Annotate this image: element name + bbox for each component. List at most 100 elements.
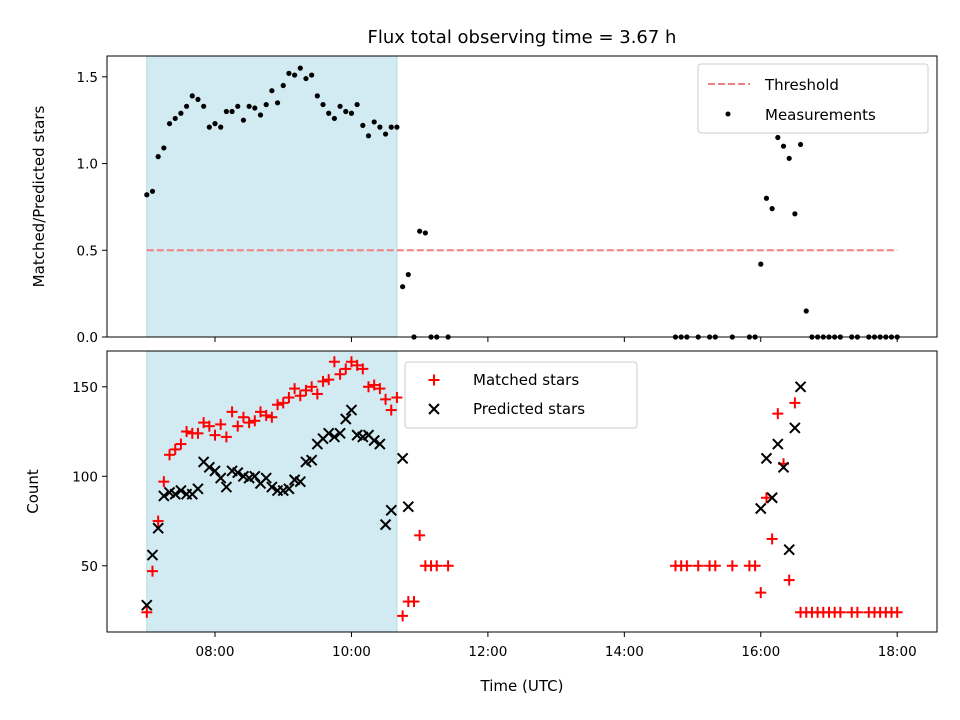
predicted-star-point [760,452,773,465]
predicted-star-point [169,488,181,500]
predicted-star-point [266,481,278,493]
measurement-point [400,284,406,290]
matched-star-point [249,415,261,427]
matched-star-point [146,565,158,577]
top-legend: Threshold Measurements [697,63,929,134]
measurement-point [360,122,366,128]
bottom-legend-box [404,361,638,429]
legend-matched-stars-swatch [428,374,440,386]
matched-star-point [692,560,704,572]
matched-star-point [272,399,284,411]
predicted-star-point [368,434,380,447]
measurement-point [149,188,156,194]
measurement-point [206,124,212,130]
predicted-star-point [794,381,807,393]
bottom-y-tick-label: 100 [72,469,98,485]
predicted-star-point [260,472,272,484]
matched-star-point [169,443,181,455]
x-tick-label: 14:00 [605,644,644,660]
x-tick-label: 16:00 [741,644,780,660]
top-legend-box [697,63,929,134]
predicted-star-point [175,484,187,497]
predicted-stars-points-layer [141,381,807,611]
measurement-point [377,124,383,130]
predicted-star-point [328,431,341,443]
predicted-star-point [214,472,227,484]
predicted-star-point [232,466,244,479]
predicted-star-point [340,413,352,425]
legend-measurements-swatch [725,111,731,117]
matched-star-point [891,606,903,618]
matched-star-point [306,381,318,393]
matched-star-point [232,420,244,432]
matched-star-point [158,476,170,488]
matched-star-point [141,606,153,618]
bottom-plot-frame [106,350,938,633]
predicted-star-point [766,492,778,504]
predicted-star-point [141,599,153,611]
predicted-star-point [203,461,216,474]
legend-matched-stars-label: Matched stars [473,371,579,389]
matched-star-point [408,596,420,608]
legend-plus-marker [428,374,440,386]
matched-star-point [294,390,306,402]
measurement-point [769,206,775,212]
predicted-star-point [209,465,221,477]
x-tick-label: 12:00 [468,644,507,660]
measurement-point [422,230,428,236]
predicted-star-point [402,501,415,513]
matched-star-point [323,374,335,386]
matched-star-point [789,397,801,409]
predicted-star-point [158,490,170,502]
measurement-point [269,88,275,94]
bottom-y-axis-label: Count [24,469,42,514]
matched-star-point [289,383,301,395]
top-y-ticks: 0.0 0.5 1.0 1.5 [77,70,107,346]
matched-star-point [345,356,357,368]
measurement-point [309,72,315,78]
measurement-point [240,117,247,123]
top-y-tick-label: 0.0 [77,330,98,346]
matched-star-point [266,411,278,423]
matched-star-point [380,393,392,405]
x-tick-label: 10:00 [332,644,371,660]
measurement-point [235,103,241,109]
top-y-tick-label: 1.5 [77,70,98,86]
matched-star-point [772,408,784,420]
matched-star-point [283,392,295,404]
matched-star-point [243,417,255,429]
predicted-star-point [345,404,358,416]
measurement-point [371,119,377,125]
matched-star-point [334,368,346,380]
matched-star-point [215,418,227,430]
measurement-point [161,145,167,151]
predicted-star-point [379,518,392,531]
matched-star-point [760,492,772,504]
predicted-star-point [146,549,159,561]
matched-star-point [749,560,761,572]
matched-star-point [175,438,187,450]
legend-measurements-label: Measurements [765,106,876,124]
measurement-point [797,141,804,148]
measurement-point [246,103,252,109]
measurement-point [758,261,764,267]
predicted-star-point [152,522,164,534]
measurement-point [212,121,218,127]
top-y-axis-label: Matched/Predicted stars [30,106,48,288]
bottom-y-tick-label: 150 [72,380,98,396]
chart-title: Flux total observing time = 3.67 h [368,27,677,48]
predicted-star-point [283,483,295,495]
measurement-point [388,124,394,130]
top-y-tick-label: 1.0 [77,157,98,173]
predicted-star-point [374,438,386,450]
measurement-point [792,211,798,217]
predicted-star-point [334,427,346,440]
measurement-point [786,155,792,161]
measurement-point [803,308,809,314]
matched-star-point [374,383,386,395]
predicted-star-point [789,422,801,434]
measurement-point [354,101,360,108]
measurement-point [178,110,184,116]
measurement-point [223,108,229,115]
measurement-point [405,271,411,278]
